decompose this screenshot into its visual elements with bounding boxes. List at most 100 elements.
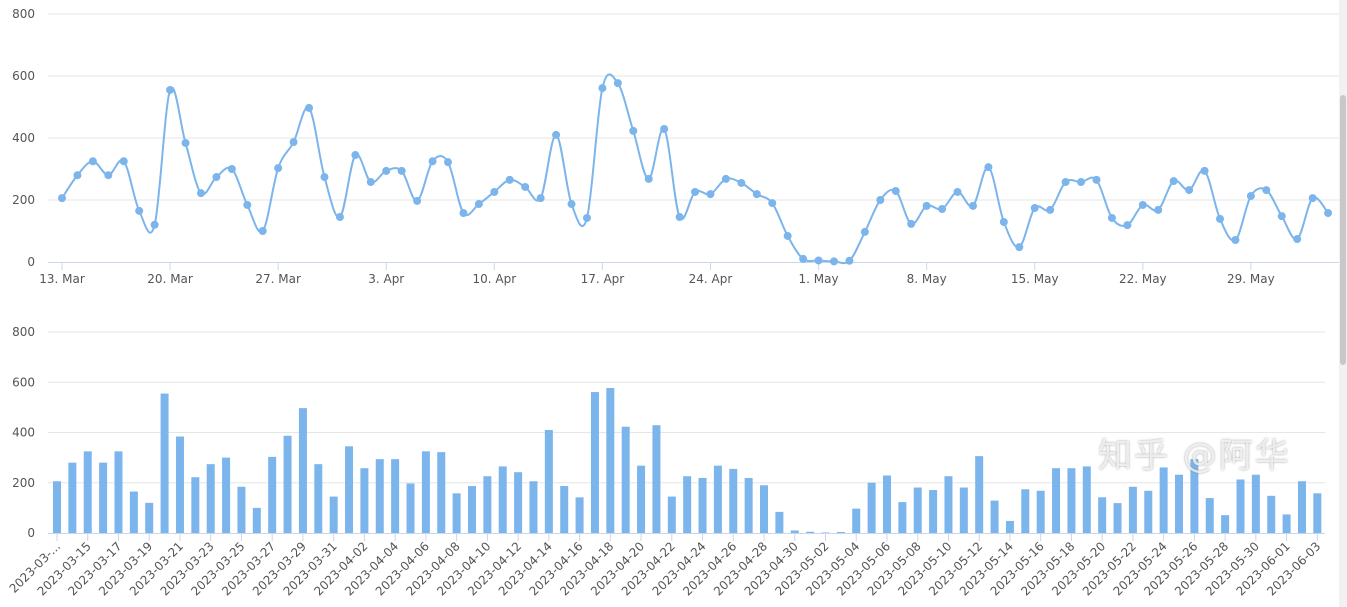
bar bbox=[744, 477, 753, 533]
bar bbox=[1205, 498, 1214, 533]
data-point bbox=[675, 213, 684, 222]
bar bbox=[314, 464, 323, 533]
data-point bbox=[212, 173, 221, 182]
bar bbox=[99, 462, 108, 533]
bar bbox=[329, 496, 338, 533]
data-point bbox=[289, 138, 298, 147]
data-point bbox=[567, 200, 576, 209]
data-point bbox=[752, 190, 761, 199]
data-point bbox=[1015, 243, 1024, 252]
bar bbox=[959, 487, 968, 533]
data-point bbox=[88, 157, 97, 166]
bar bbox=[1175, 474, 1184, 533]
bar bbox=[345, 446, 354, 533]
bar bbox=[1052, 468, 1061, 533]
data-point bbox=[968, 201, 977, 210]
data-point bbox=[428, 157, 437, 166]
bar bbox=[1144, 490, 1153, 533]
bar bbox=[1036, 490, 1045, 533]
bar bbox=[590, 392, 599, 533]
data-point bbox=[907, 219, 916, 228]
bar bbox=[1128, 486, 1137, 533]
bar bbox=[575, 497, 584, 533]
data-point bbox=[1324, 209, 1333, 218]
bar bbox=[114, 451, 123, 533]
bar bbox=[760, 485, 769, 533]
data-point bbox=[320, 173, 329, 182]
y-tick-label: 800 bbox=[12, 7, 35, 21]
data-point bbox=[413, 196, 422, 205]
bar bbox=[483, 476, 492, 533]
data-point bbox=[58, 194, 66, 203]
y-tick-label: 200 bbox=[12, 193, 35, 207]
data-point bbox=[119, 157, 128, 166]
data-point bbox=[73, 171, 82, 180]
bar bbox=[406, 483, 415, 533]
bar bbox=[652, 425, 661, 533]
data-point bbox=[382, 166, 391, 175]
bar bbox=[1313, 493, 1322, 533]
bar bbox=[298, 408, 307, 533]
data-point bbox=[1061, 178, 1070, 187]
bar bbox=[544, 429, 553, 533]
x-tick-label: 8. May bbox=[907, 272, 947, 286]
scrollbar[interactable] bbox=[1339, 0, 1347, 607]
bar bbox=[375, 459, 384, 533]
bar bbox=[498, 466, 507, 533]
bar bbox=[1082, 466, 1091, 533]
data-point bbox=[166, 85, 175, 94]
scrollbar-thumb[interactable] bbox=[1340, 95, 1346, 365]
data-point bbox=[505, 175, 514, 184]
x-tick-label: 15. May bbox=[1011, 272, 1059, 286]
bar bbox=[191, 477, 200, 533]
data-point bbox=[1046, 205, 1055, 214]
bar bbox=[637, 465, 646, 533]
series-line bbox=[61, 73, 1329, 265]
data-point bbox=[351, 151, 360, 160]
bar bbox=[806, 531, 815, 533]
data-point bbox=[135, 206, 144, 215]
data-point bbox=[706, 190, 715, 199]
data-point bbox=[691, 187, 700, 196]
data-point bbox=[1092, 175, 1101, 184]
x-tick-label: 22. May bbox=[1119, 272, 1167, 286]
bar bbox=[882, 475, 891, 533]
data-point bbox=[274, 164, 283, 173]
bar bbox=[836, 531, 845, 533]
x-tick-label: 24. Apr bbox=[689, 272, 733, 286]
bar bbox=[898, 502, 907, 533]
data-point bbox=[536, 194, 545, 203]
bar bbox=[514, 472, 523, 533]
data-point bbox=[953, 187, 962, 196]
bar bbox=[1159, 467, 1168, 533]
x-tick-label: 13. Mar bbox=[39, 272, 85, 286]
bar bbox=[421, 451, 430, 533]
y-tick-label: 200 bbox=[12, 476, 35, 490]
data-point bbox=[490, 187, 499, 196]
data-point bbox=[814, 256, 823, 265]
bar bbox=[1297, 481, 1306, 533]
watermark: 知乎 @阿华 bbox=[1098, 436, 1291, 476]
bar bbox=[1113, 503, 1122, 533]
data-point bbox=[335, 213, 344, 222]
bar bbox=[713, 465, 722, 533]
data-point bbox=[644, 174, 653, 183]
data-point bbox=[768, 199, 777, 208]
data-point bbox=[1216, 214, 1224, 223]
bar bbox=[237, 486, 246, 533]
bar bbox=[560, 486, 569, 533]
bar bbox=[1021, 489, 1030, 533]
bar bbox=[53, 481, 61, 533]
data-point bbox=[1030, 204, 1039, 213]
bar bbox=[68, 462, 77, 533]
data-point bbox=[1277, 212, 1286, 221]
data-point bbox=[258, 227, 267, 235]
data-point bbox=[1231, 235, 1240, 244]
data-point bbox=[150, 220, 159, 229]
data-point bbox=[999, 218, 1008, 227]
data-point bbox=[181, 138, 190, 147]
bar bbox=[206, 464, 215, 533]
data-point bbox=[305, 103, 314, 112]
data-point bbox=[1308, 194, 1317, 203]
